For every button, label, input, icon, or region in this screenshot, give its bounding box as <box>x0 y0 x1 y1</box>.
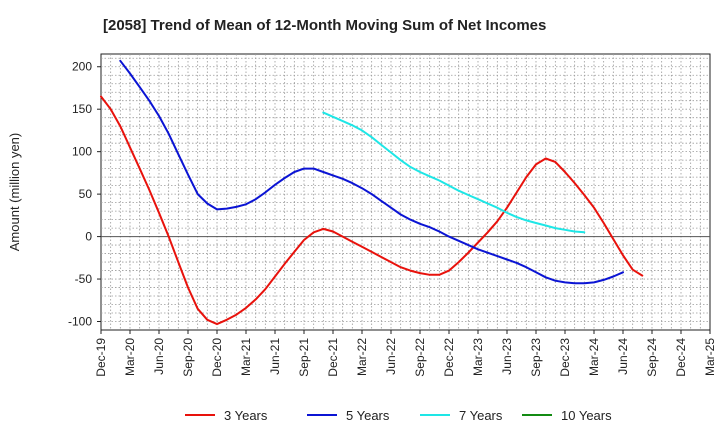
x-tick-label: Dec-23 <box>558 338 572 377</box>
x-tick-label: Sep-20 <box>181 338 195 377</box>
y-tick-label: -100 <box>68 315 92 329</box>
legend: 3 Years 5 Years 7 Years 10 Years <box>185 408 612 423</box>
x-tick-label: Sep-23 <box>529 338 543 377</box>
series-line-7-years <box>322 111 586 234</box>
x-tick-label: Dec-21 <box>326 338 340 377</box>
x-tick-label: Mar-20 <box>123 338 137 376</box>
x-tick-label: Sep-22 <box>413 338 427 377</box>
legend-label: 5 Years <box>346 408 390 423</box>
y-tick-label: 0 <box>85 230 92 244</box>
plot-area <box>100 53 711 331</box>
series-line-3-years <box>100 95 644 326</box>
y-tick-label: -50 <box>75 272 93 286</box>
x-tick-label: Mar-25 <box>703 338 717 376</box>
x-tick-label: Dec-24 <box>674 338 688 377</box>
y-tick-label: 50 <box>79 187 93 201</box>
legend-label: 10 Years <box>561 408 612 423</box>
x-tick-label: Jun-21 <box>268 338 282 375</box>
legend-label: 3 Years <box>224 408 268 423</box>
y-tick-label: 100 <box>72 145 92 159</box>
x-tick-label: Mar-24 <box>587 338 601 376</box>
x-tick-label: Mar-21 <box>239 338 253 376</box>
x-tick-label: Jun-22 <box>384 338 398 375</box>
x-tick-label: Dec-19 <box>94 338 108 377</box>
series-line-5-years <box>119 59 624 285</box>
x-tick-label: Jun-24 <box>616 338 630 375</box>
x-axis: Dec-19 Mar-20 Jun-20 Sep-20 Dec-20 Mar-21 Jun-… <box>94 330 717 377</box>
x-tick-label: Jun-23 <box>500 338 514 375</box>
y-tick-label: 200 <box>72 60 92 74</box>
chart-title: [2058] Trend of Mean of 12-Month Moving … <box>103 17 546 34</box>
x-tick-label: Jun-20 <box>152 338 166 375</box>
x-tick-label: Mar-22 <box>355 338 369 376</box>
y-tick-label: 150 <box>72 102 92 116</box>
y-axis: 200 150 100 50 0 -50 -100 <box>68 60 101 329</box>
x-tick-label: Dec-20 <box>210 338 224 377</box>
legend-label: 7 Years <box>459 408 503 423</box>
x-tick-label: Sep-21 <box>297 338 311 377</box>
series-lines <box>100 59 644 326</box>
y-axis-label: Amount (million yen) <box>7 133 22 252</box>
x-tick-label: Mar-23 <box>471 338 485 376</box>
x-tick-label: Sep-24 <box>645 338 659 377</box>
x-tick-label: Dec-22 <box>442 338 456 377</box>
